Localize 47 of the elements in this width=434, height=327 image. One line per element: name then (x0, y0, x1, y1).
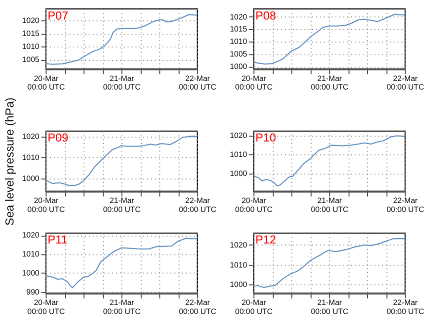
x-tick-label: 20-Mar 00:00 UTC (27, 196, 66, 214)
x-tick-label: 22-Mar 00:00 UTC (386, 74, 424, 92)
x-tick-label: 21-Mar 00:00 UTC (103, 196, 141, 214)
x-tick-label: 20-Mar 00:00 UTC (27, 298, 66, 316)
y-tick-label: 1000 (22, 174, 40, 183)
chart-title: P09 (48, 132, 68, 145)
x-tick-label: 22-Mar 00:00 UTC (386, 196, 424, 214)
x-tick-label: 22-Mar 00:00 UTC (178, 196, 217, 214)
y-tick-label: 1010 (230, 37, 248, 46)
x-tick-label: 20-Mar 00:00 UTC (235, 298, 274, 316)
y-tick-label: 1020 (230, 240, 248, 250)
y-tick-label: 1020 (22, 16, 40, 25)
y-tick-label: 1010 (22, 152, 40, 162)
y-tick-label: 1005 (230, 50, 248, 59)
x-tick-label: 20-Mar 00:00 UTC (235, 196, 274, 214)
x-tick-label: 21-Mar 00:00 UTC (310, 74, 349, 92)
y-tick-label: 1010 (230, 260, 248, 270)
y-tick-label: 1010 (230, 150, 248, 160)
x-tick-label: 22-Mar 00:00 UTC (178, 298, 217, 316)
y-tick-label: 1015 (22, 28, 40, 38)
y-axis-title: Sea level pressure (hPa) (3, 97, 16, 226)
y-tick-label: 1015 (230, 24, 248, 34)
y-tick-label: 1010 (22, 250, 40, 259)
y-tick-label: 1000 (22, 268, 40, 278)
x-tick-label: 20-Mar 00:00 UTC (235, 74, 274, 92)
y-tick-label: 1010 (22, 42, 40, 51)
y-tick-label: 990 (26, 287, 40, 296)
x-tick-label: 21-Mar 00:00 UTC (310, 298, 349, 316)
y-tick-label: 1000 (230, 168, 248, 178)
x-tick-label: 21-Mar 00:00 UTC (103, 74, 141, 92)
y-tick-label: 1005 (22, 55, 40, 64)
x-tick-label: 21-Mar 00:00 UTC (310, 196, 349, 214)
x-tick-label: 20-Mar 00:00 UTC (27, 74, 66, 92)
y-tick-label: 1000 (230, 280, 248, 290)
chart-title: P07 (48, 9, 68, 22)
y-tick-label: 1020 (22, 230, 40, 240)
chart-title: P12 (255, 234, 276, 247)
x-tick-label: 22-Mar 00:00 UTC (386, 298, 424, 316)
y-tick-label: 1020 (230, 131, 248, 140)
chart-title: P11 (48, 234, 68, 247)
x-tick-label: 21-Mar 00:00 UTC (103, 298, 141, 316)
y-tick-label: 1000 (230, 62, 248, 72)
x-tick-label: 22-Mar 00:00 UTC (178, 74, 217, 92)
y-tick-label: 1020 (230, 12, 248, 22)
chart-title: P10 (255, 132, 277, 145)
y-tick-label: 1020 (22, 132, 40, 141)
chart-title: P08 (255, 9, 276, 22)
